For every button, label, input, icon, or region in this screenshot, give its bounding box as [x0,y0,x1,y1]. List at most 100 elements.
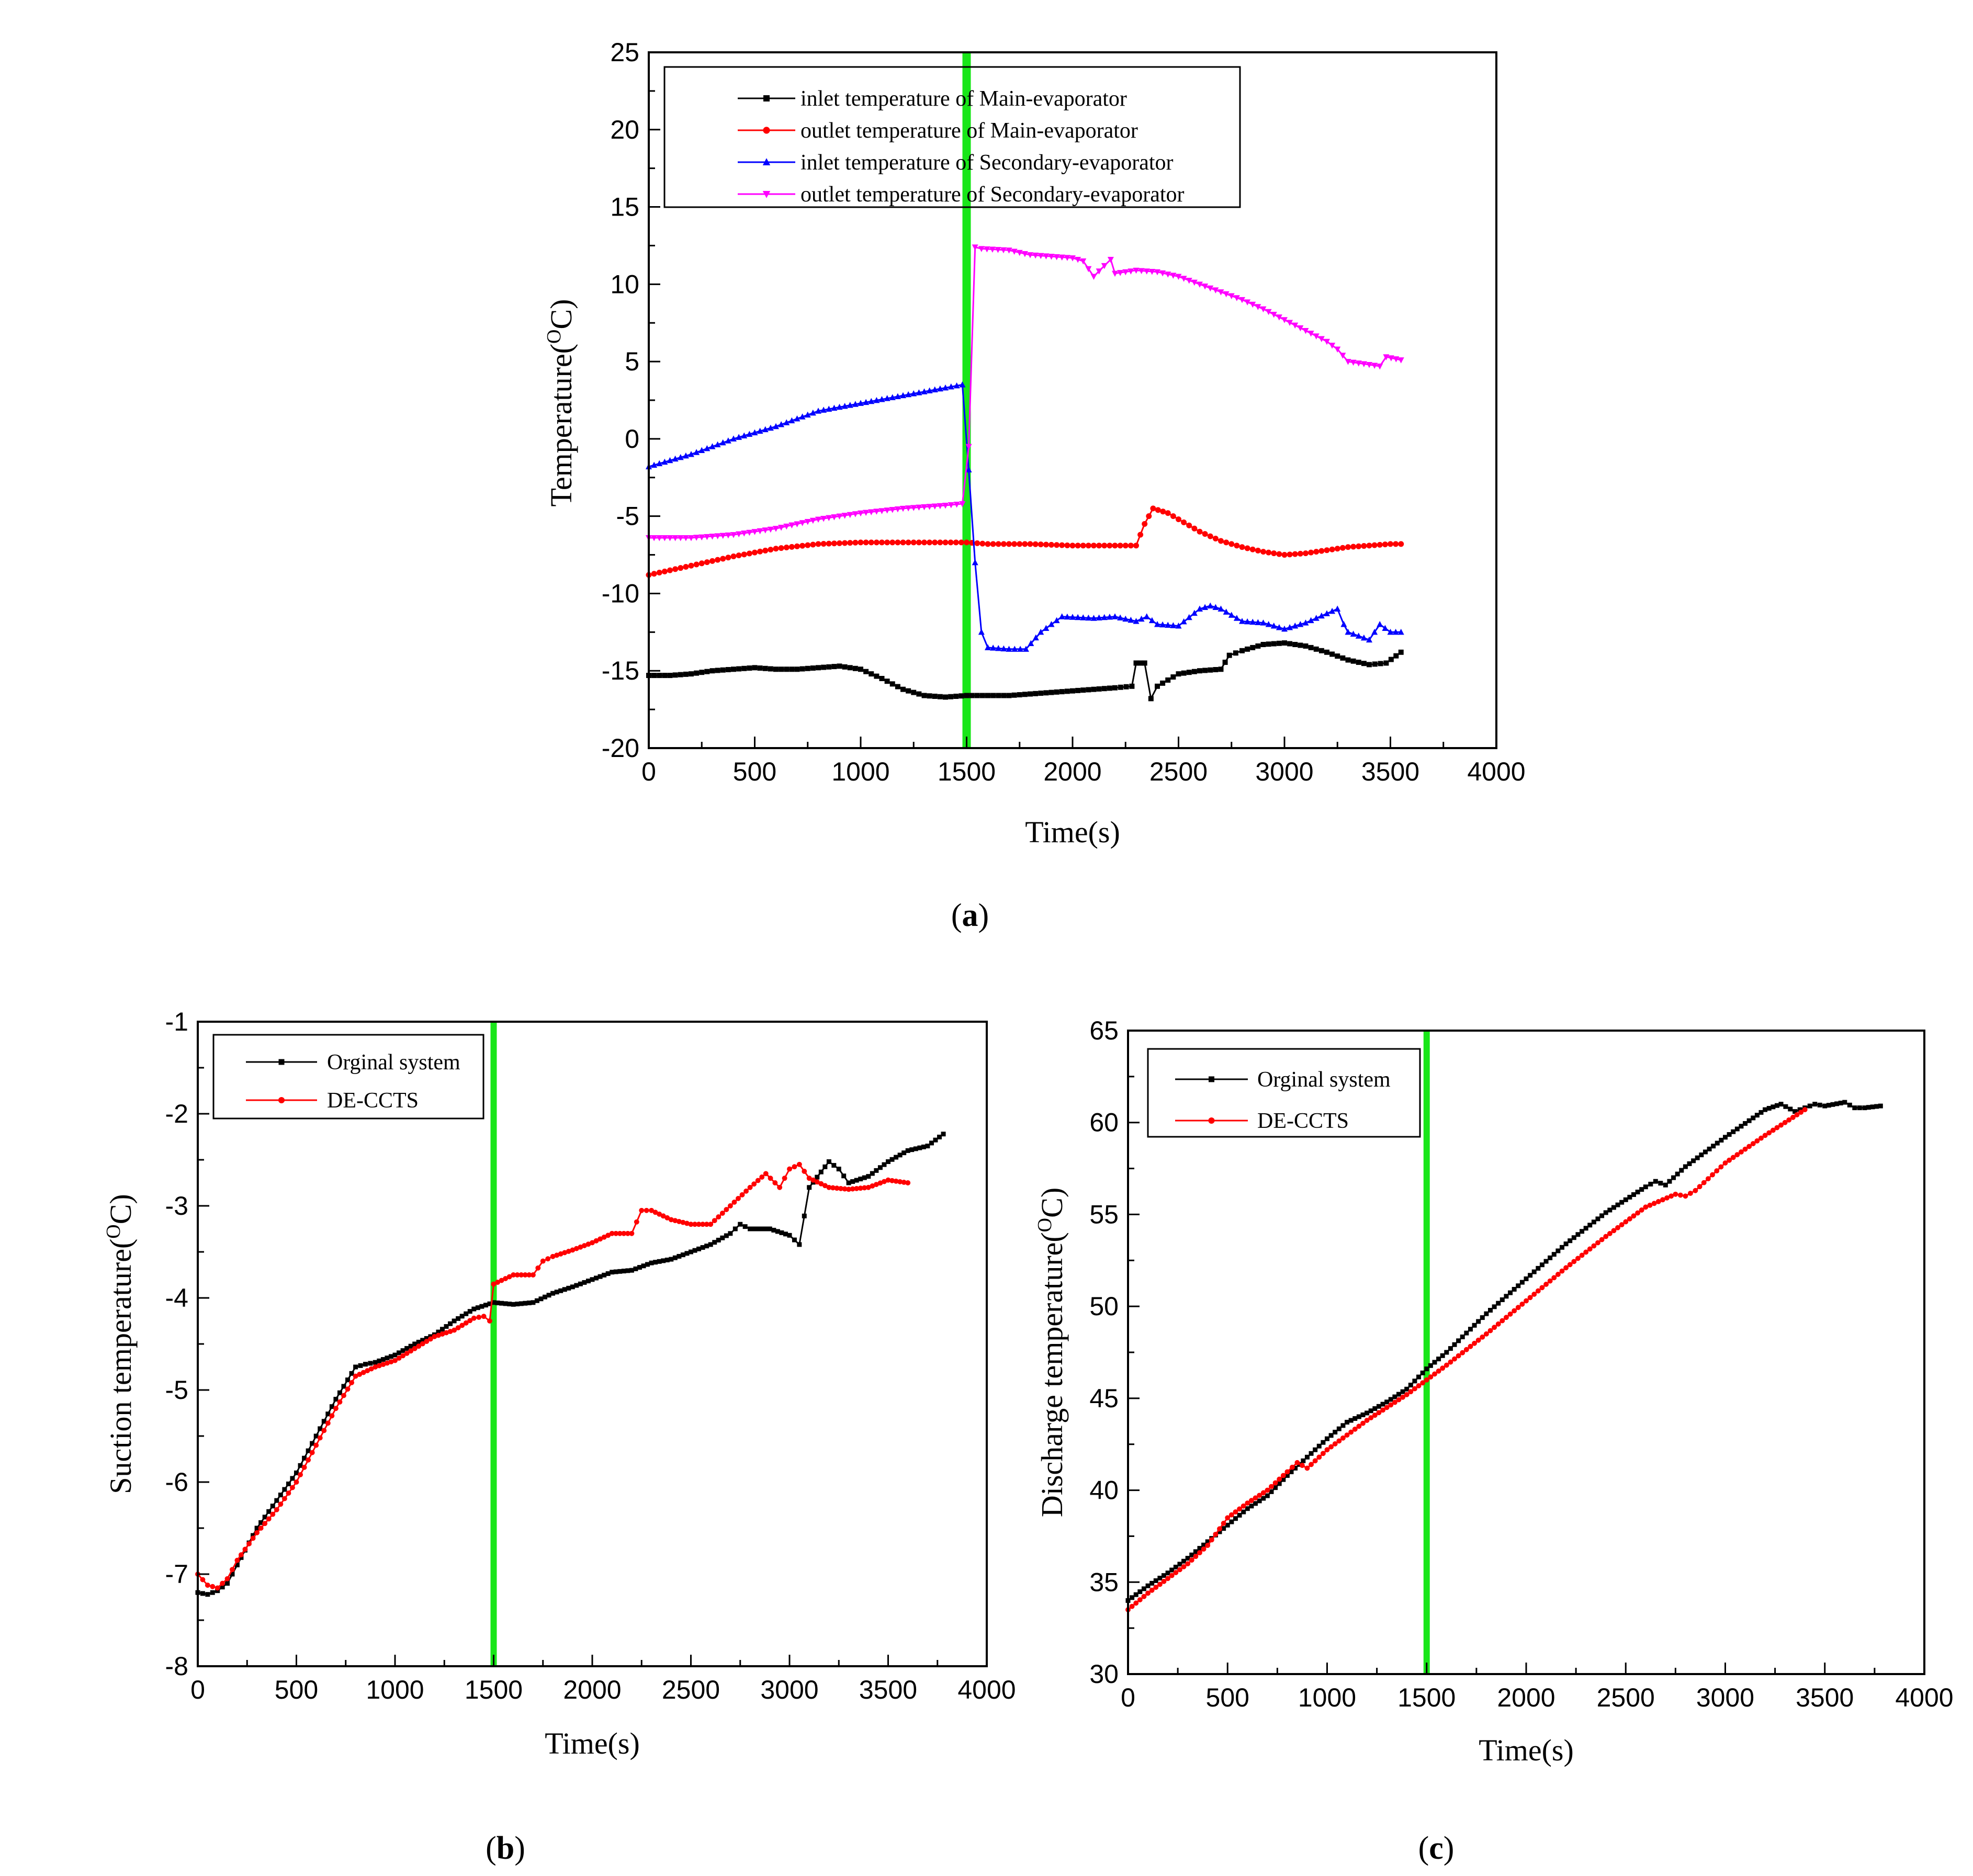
data-point [1484,1311,1489,1316]
data-point [1064,688,1070,694]
data-point [1356,1414,1361,1419]
data-point [205,1583,210,1588]
data-point [1287,624,1293,630]
data-point [1043,625,1050,631]
data-point [321,1419,326,1424]
data-point [1266,549,1272,556]
data-point [822,1183,828,1189]
data-point [514,1272,520,1278]
data-point [1000,247,1007,254]
data-point [353,1364,358,1370]
data-point [435,1332,441,1338]
data-point [1145,1583,1151,1588]
data-point [1137,1589,1143,1595]
y-tick-label: -2 [165,1099,188,1128]
data-point [884,507,890,514]
data-point [1265,1487,1270,1493]
data-point [784,666,790,672]
data-point [1599,1237,1605,1242]
data-point [873,539,880,546]
data-point [1175,623,1182,629]
data-point [917,1145,922,1150]
data-point [1260,306,1267,313]
data-point [1165,1570,1170,1576]
data-point [742,1224,748,1229]
data-point [1173,1564,1178,1569]
data-point [1284,1473,1290,1478]
data-point [1340,655,1346,661]
data-point [1233,650,1238,656]
data-point [262,1515,267,1520]
data-point [921,504,928,511]
data-point [1170,273,1177,279]
y-tick-label: 25 [610,38,639,67]
data-point [495,1301,500,1306]
data-point [1723,1135,1728,1140]
data-point [1360,1412,1366,1417]
data-point [605,1233,611,1238]
data-point [651,571,657,577]
data-point [1372,1406,1378,1411]
data-point [984,246,990,253]
data-point [667,535,673,541]
data-point [1022,692,1028,697]
data-point [1261,1496,1266,1501]
data-point [1245,1506,1250,1511]
data-point [746,431,753,437]
data-point [959,381,966,388]
data-point [863,399,870,405]
data-point [720,556,726,562]
data-point [841,1173,847,1179]
data-point [483,1303,488,1308]
data-point [1456,1338,1461,1343]
data-point [1677,1192,1683,1198]
data-point [884,539,890,546]
data-point [868,539,874,546]
data-point [412,1346,418,1351]
data-point [1133,660,1139,666]
data-point [266,1509,272,1514]
legend-label-inlet-main: inlet temperature of Main-evaporator [801,87,1127,111]
data-point [1743,1121,1748,1126]
data-point [629,1230,635,1236]
data-point [1193,1554,1199,1559]
panel-a-plot-area [646,52,1404,748]
data-point [609,1230,615,1236]
data-point [282,1487,287,1492]
data-point [683,563,689,570]
data-point [1128,268,1134,275]
data-point [302,1455,307,1461]
data-point [1022,646,1029,652]
data-point [662,673,668,679]
data-point [1559,1268,1565,1274]
data-point [1096,614,1102,620]
data-point [1361,661,1367,666]
data-point [959,693,964,699]
data-point [878,508,885,514]
data-point [1627,1194,1632,1200]
data-point [712,1240,717,1245]
data-point [1324,610,1330,616]
data-point [1483,1331,1489,1337]
data-point [1368,1415,1374,1421]
data-point [1277,1476,1282,1482]
data-point [444,1330,449,1336]
data-point [698,534,705,541]
data-point [543,1294,548,1299]
data-point [333,1406,339,1411]
data-point [373,1364,378,1370]
data-point [751,1226,757,1231]
data-point [731,1200,737,1205]
data-point [1371,542,1378,548]
data-point [645,1262,650,1267]
data-point [1436,1357,1441,1362]
y-tick-label: 10 [610,269,639,299]
data-point [649,1260,654,1265]
data-point [1742,1146,1748,1152]
data-point [582,1280,587,1285]
data-point [1366,636,1372,643]
data-point [1284,1469,1290,1475]
data-point [873,1182,879,1188]
data-point [1356,659,1361,665]
data-point [661,535,668,541]
